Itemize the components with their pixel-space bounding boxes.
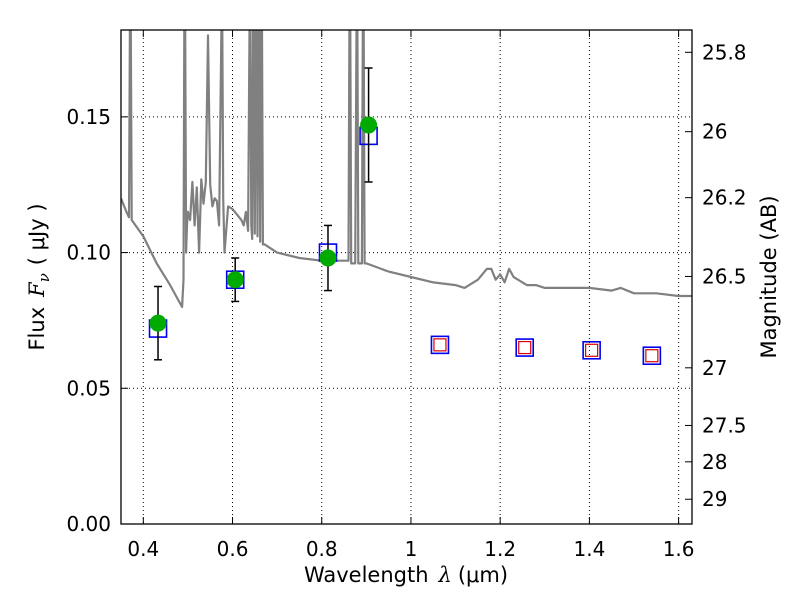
y-tick-label: 0.10 bbox=[66, 241, 111, 265]
secondary-y-axis-label: Magnitude (AB) bbox=[757, 195, 781, 358]
plot-frame bbox=[120, 29, 693, 525]
x-tick-label: 0.6 bbox=[217, 537, 249, 561]
x-tick-label: 0.4 bbox=[127, 537, 159, 561]
model-band-flux-marker bbox=[515, 338, 535, 357]
y-axis-label-symbol: F bbox=[25, 281, 49, 298]
ticks: 0.4 0.6 0.8 1 1.2 1.4 1.6 0.00 0.05 0.10 0.15 25.8 2… bbox=[66, 30, 747, 561]
upper-limit-marker bbox=[518, 340, 532, 355]
y2-tick-label: 26.2 bbox=[702, 186, 747, 210]
model-band-flux-marker bbox=[642, 346, 662, 366]
y-axis-label-prefix: Flux bbox=[25, 307, 49, 351]
y2-tick-label: 27 bbox=[702, 356, 727, 380]
upper-limit-marker bbox=[585, 343, 599, 357]
upper-limit-marker bbox=[433, 338, 447, 352]
x-tick-label: 0.8 bbox=[306, 537, 338, 561]
y-tick-label: 0.00 bbox=[66, 512, 111, 536]
y2-tick-label: 29 bbox=[702, 487, 727, 511]
y-tick-label: 0.15 bbox=[66, 105, 111, 129]
x-tick-label: 1.2 bbox=[484, 537, 516, 561]
y-axis-label: Flux Fν ( μJy ) bbox=[25, 203, 53, 350]
observed-flux-point bbox=[360, 116, 378, 134]
y2-tick-label: 28 bbox=[702, 450, 727, 474]
x-axis-label: Wavelength λ (μm) bbox=[304, 563, 508, 587]
x-axis-label-prefix: Wavelength bbox=[304, 563, 429, 587]
x-axis-label-unit: (μm) bbox=[458, 563, 508, 587]
x-tick-label: 1 bbox=[405, 537, 418, 561]
x-axis-label-symbol: λ bbox=[438, 563, 452, 587]
y2-tick-label: 26.5 bbox=[702, 264, 747, 288]
model-sed-line bbox=[121, 30, 692, 308]
observed-flux-point bbox=[149, 314, 167, 332]
observed-flux-point bbox=[319, 249, 337, 267]
x-tick-label: 1.4 bbox=[573, 537, 605, 561]
upper-limit-marker bbox=[645, 349, 659, 363]
model-band-flux-marker bbox=[582, 340, 601, 360]
observed-flux-point bbox=[226, 271, 244, 289]
y-tick-label: 0.05 bbox=[66, 376, 111, 400]
y-axis-label-subscript: ν bbox=[35, 273, 53, 282]
y2-tick-label: 26 bbox=[702, 120, 727, 144]
y2-tick-label: 27.5 bbox=[702, 413, 747, 437]
x-tick-label: 1.6 bbox=[663, 537, 695, 561]
y-axis-label-unit: ( μJy ) bbox=[25, 203, 49, 265]
y2-tick-label: 25.8 bbox=[702, 40, 747, 64]
series-layer bbox=[121, 30, 692, 366]
model-band-flux-marker bbox=[430, 335, 450, 355]
